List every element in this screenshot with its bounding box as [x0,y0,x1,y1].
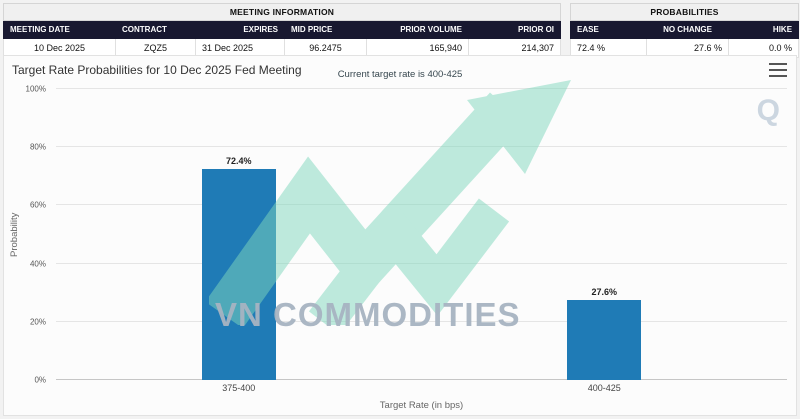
y-tick-label: 60% [29,200,46,210]
y-tick-label: 100% [25,84,46,94]
bar-value-label: 72.4% [225,156,252,167]
prior-oi-header: PRIOR OI [467,20,562,39]
chart-menu-icon[interactable] [769,63,787,77]
chart-subtitle: Current target rate is 400-425 [337,69,463,80]
no-change-value: 27.6 % [646,38,730,58]
y-tick-label: 0% [34,375,46,385]
x-tick-label: 400-425 [587,383,621,393]
y-tick-label: 80% [29,142,46,152]
bars-row: 72.4% 27.6% [56,89,787,380]
bar-400-425[interactable] [567,299,642,380]
bar-375-400[interactable] [201,169,276,380]
ease-value: 72.4 % [570,38,648,58]
hike-header: HIKE [728,20,800,39]
x-axis-labels: 375-400 400-425 [56,383,787,395]
gridline [56,379,787,380]
contract-value: ZQZ5 [115,38,196,58]
x-tick-label: 375-400 [222,383,256,393]
bar-column: 72.4% [56,89,422,380]
plot-area: 72.4% 27.6% [56,88,787,380]
meeting-info-title: MEETING INFORMATION [2,3,562,21]
y-axis-ticks: 0% 20% 40% 60% 80% 100% [4,85,50,385]
bar-value-label: 27.6% [591,286,618,297]
no-change-header: NO CHANGE [646,20,730,39]
prior-volume-value: 165,940 [366,38,469,58]
y-tick-label: 20% [29,317,46,327]
meeting-date-header: MEETING DATE [3,20,116,39]
probabilities-title: PROBABILITIES [570,3,800,21]
contract-header: CONTRACT [115,20,196,39]
gridline [56,88,787,89]
x-axis-title: Target Rate (in bps) [379,400,464,411]
expires-header: EXPIRES [195,20,285,39]
y-tick-label: 40% [29,259,46,269]
meeting-info-table: MEETING INFORMATION MEETING DATE CONTRAC… [2,3,562,58]
probabilities-table: PROBABILITIES EASE NO CHANGE HIKE 72.4 %… [570,3,800,58]
top-tables: MEETING INFORMATION MEETING DATE CONTRAC… [0,0,800,58]
prior-volume-header: PRIOR VOLUME [366,20,469,39]
hike-value: 0.0 % [728,38,800,58]
chart-title: Target Rate Probabilities for 10 Dec 202… [12,63,302,77]
ease-header: EASE [570,20,648,39]
mid-price-header: MID PRICE [284,20,367,39]
prior-oi-value: 214,307 [467,38,562,58]
bar-column: 27.6% [422,89,788,380]
meeting-date-value: 10 Dec 2025 [3,38,116,58]
chart-card: Target Rate Probabilities for 10 Dec 202… [3,55,797,416]
